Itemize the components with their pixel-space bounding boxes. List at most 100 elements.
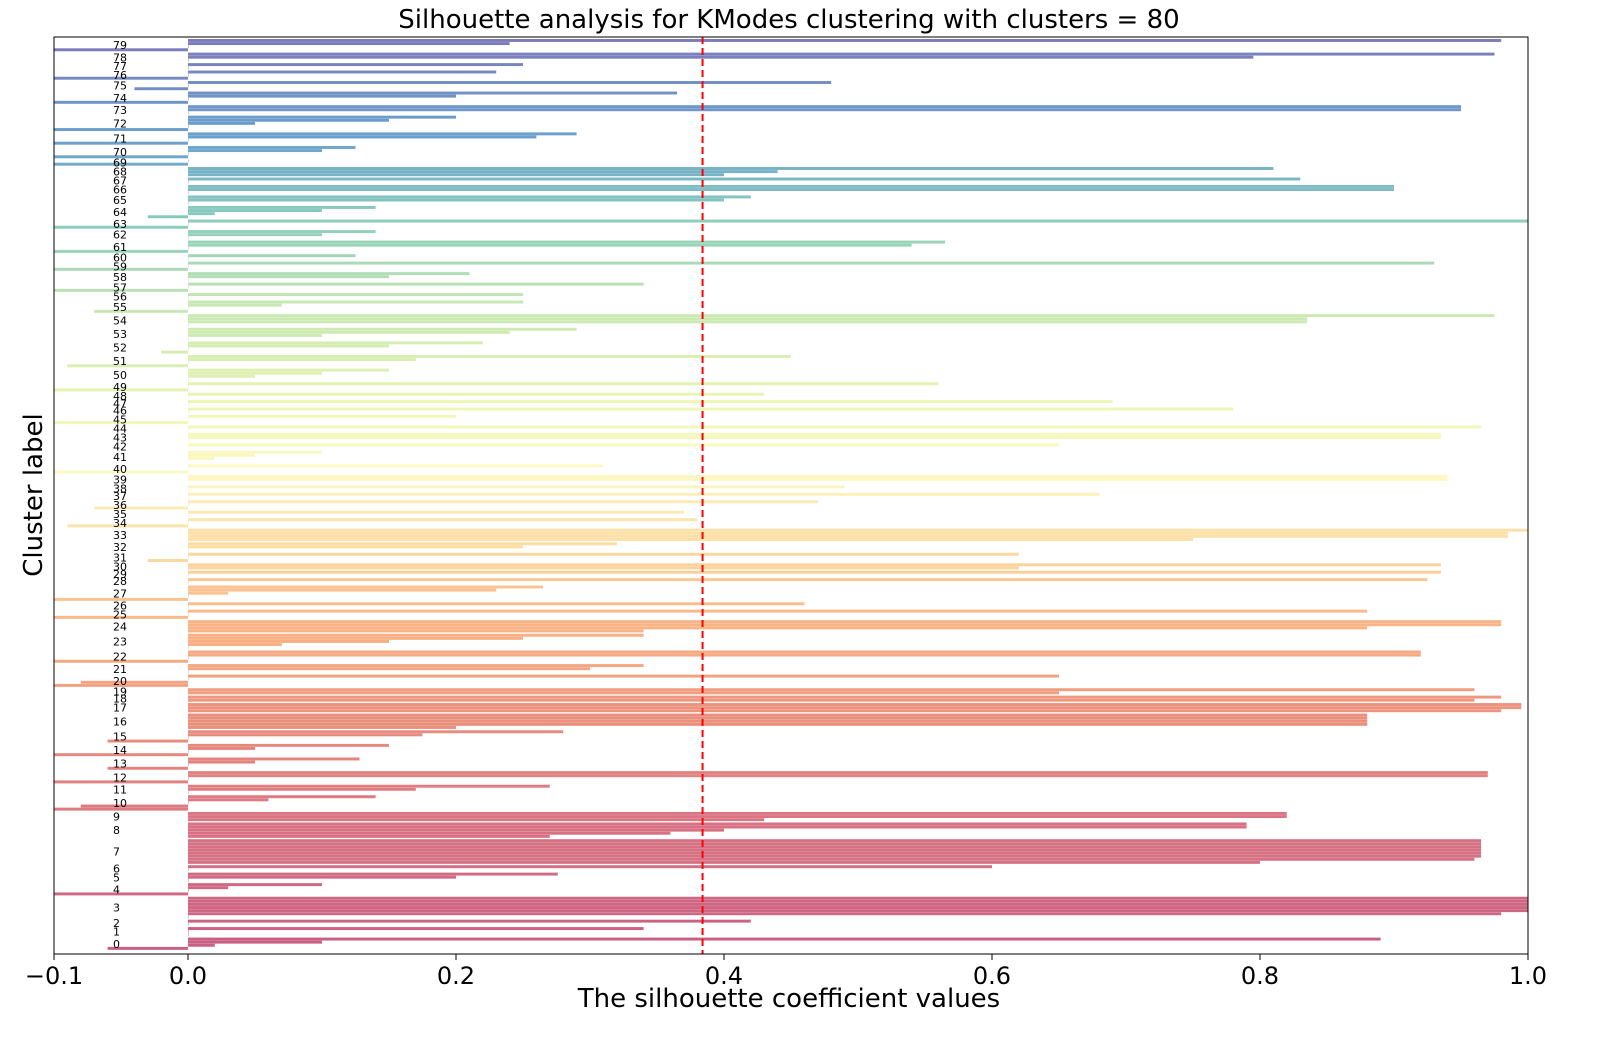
silhouette-bar-cluster-17 <box>188 709 1502 713</box>
cluster-label-13: 13 <box>113 758 127 771</box>
silhouette-bar-cluster-61 <box>188 243 912 247</box>
silhouette-bar-cluster-17 <box>188 703 1522 706</box>
silhouette-bar-cluster-27 <box>188 585 544 589</box>
silhouette-bar-cluster-55 <box>188 303 282 307</box>
cluster-label-15: 15 <box>113 731 127 744</box>
silhouette-bar-cluster-43 <box>188 439 189 443</box>
silhouette-bar-cluster-36 <box>188 500 818 504</box>
cluster-label-5: 5 <box>113 871 120 884</box>
silhouette-bar-cluster-51 <box>188 355 791 358</box>
silhouette-bar-cluster-3 <box>188 915 189 919</box>
silhouette-bar-cluster-74 <box>188 94 456 98</box>
cluster-label-20: 20 <box>113 675 127 688</box>
silhouette-bar-cluster-34 <box>188 521 189 525</box>
silhouette-bar-cluster-33 <box>188 528 1528 532</box>
silhouette-bar-cluster-64 <box>188 209 322 213</box>
cluster-label-55: 55 <box>113 301 127 314</box>
silhouette-bar-cluster-33 <box>188 537 1193 541</box>
silhouette-bar-cluster-50 <box>188 371 322 375</box>
cluster-label-34: 34 <box>113 517 127 530</box>
silhouette-bar-cluster-26 <box>188 605 189 609</box>
x-tick-label: 0.0 <box>169 962 207 990</box>
cluster-label-69: 69 <box>113 157 127 170</box>
silhouette-bar-cluster-71 <box>188 132 577 136</box>
silhouette-bar-cluster-48 <box>188 392 765 396</box>
silhouette-bar-cluster-32 <box>188 542 617 546</box>
silhouette-bar-cluster-7 <box>188 839 1482 843</box>
x-axis-label: The silhouette coefficient values <box>577 984 1000 1014</box>
silhouette-bar-cluster-56 <box>188 296 189 300</box>
silhouette-bar-cluster-30 <box>188 566 1019 570</box>
silhouette-bar-cluster-1 <box>188 933 189 937</box>
cluster-label-48: 48 <box>113 390 127 403</box>
silhouette-bar-cluster-15 <box>188 730 564 734</box>
cluster-label-24: 24 <box>113 620 127 633</box>
cluster-label-9: 9 <box>113 811 120 824</box>
silhouette-bar-cluster-19 <box>188 688 1475 692</box>
silhouette-bar-cluster-72 <box>54 128 188 132</box>
silhouette-bar-cluster-15 <box>188 733 423 737</box>
silhouette-bar-cluster-64 <box>188 205 376 209</box>
silhouette-bar-cluster-67 <box>188 180 189 184</box>
silhouette-bar-cluster-24 <box>188 626 1368 630</box>
silhouette-bar-cluster-1 <box>188 930 189 934</box>
silhouette-bar-cluster-8 <box>188 825 1247 829</box>
silhouette-bar-cluster-3 <box>188 912 1502 916</box>
cluster-label-75: 75 <box>113 80 127 93</box>
silhouette-bar-cluster-0 <box>107 946 188 950</box>
cluster-labels: 0123456789101112131415161718192021222324… <box>113 39 127 951</box>
cluster-label-39: 39 <box>113 474 127 487</box>
silhouette-bar-cluster-66 <box>188 191 189 195</box>
silhouette-bar-cluster-70 <box>188 152 189 156</box>
silhouette-bar-cluster-72 <box>188 118 389 122</box>
silhouette-bar-cluster-77 <box>188 63 523 67</box>
cluster-label-44: 44 <box>113 423 127 436</box>
silhouette-bar-cluster-44 <box>188 425 1482 429</box>
cluster-label-54: 54 <box>113 314 127 327</box>
cluster-label-56: 56 <box>113 290 127 303</box>
silhouette-bar-cluster-4 <box>188 889 189 893</box>
silhouette-bar-cluster-3 <box>188 896 1528 900</box>
cluster-label-38: 38 <box>113 483 127 496</box>
silhouette-bar-cluster-54 <box>188 314 1495 318</box>
silhouette-bar-cluster-57 <box>188 282 644 286</box>
y-axis-label: Cluster label <box>19 413 49 576</box>
silhouette-bar-cluster-5 <box>188 878 189 882</box>
silhouette-bar-cluster-53 <box>188 330 510 334</box>
silhouette-bar-cluster-10 <box>54 807 188 811</box>
silhouette-bar-cluster-51 <box>67 364 188 368</box>
silhouette-bar-cluster-33 <box>188 534 1508 538</box>
cluster-label-23: 23 <box>113 636 127 649</box>
silhouette-bar-cluster-52 <box>188 344 389 348</box>
silhouette-bar-cluster-0 <box>188 937 1381 941</box>
silhouette-bar-cluster-23 <box>188 643 282 647</box>
silhouette-bar-cluster-10 <box>188 795 376 799</box>
silhouette-bar-cluster-19 <box>188 691 1059 695</box>
silhouette-bar-cluster-43 <box>188 432 1441 436</box>
silhouette-bar-cluster-1 <box>188 927 644 931</box>
cluster-label-78: 78 <box>113 51 127 64</box>
silhouette-bar-cluster-5 <box>188 875 456 879</box>
silhouette-bar-cluster-66 <box>188 184 1394 188</box>
cluster-label-29: 29 <box>113 568 127 581</box>
silhouette-bar-cluster-76 <box>54 76 188 80</box>
silhouette-bar-cluster-38 <box>188 488 189 492</box>
silhouette-bar-cluster-46 <box>188 407 1234 411</box>
silhouette-bar-cluster-38 <box>188 485 845 489</box>
silhouette-bar-cluster-68 <box>188 167 1274 170</box>
silhouette-bar-cluster-23 <box>188 633 644 637</box>
silhouette-bar-cluster-11 <box>188 784 550 788</box>
cluster-label-62: 62 <box>113 229 127 242</box>
cluster-label-77: 77 <box>113 60 127 73</box>
silhouette-bar-cluster-63 <box>188 222 189 226</box>
silhouette-bar-cluster-42 <box>188 443 1059 447</box>
cluster-label-65: 65 <box>113 194 127 207</box>
silhouette-bar-cluster-41 <box>188 450 322 454</box>
silhouette-bar-cluster-16 <box>188 713 1368 717</box>
silhouette-bar-cluster-50 <box>188 377 189 381</box>
cluster-label-66: 66 <box>113 184 127 197</box>
silhouette-bar-cluster-20 <box>80 680 188 684</box>
x-tick-label: −0.1 <box>25 962 83 990</box>
cluster-label-10: 10 <box>113 797 127 810</box>
silhouette-bar-cluster-11 <box>188 787 416 791</box>
